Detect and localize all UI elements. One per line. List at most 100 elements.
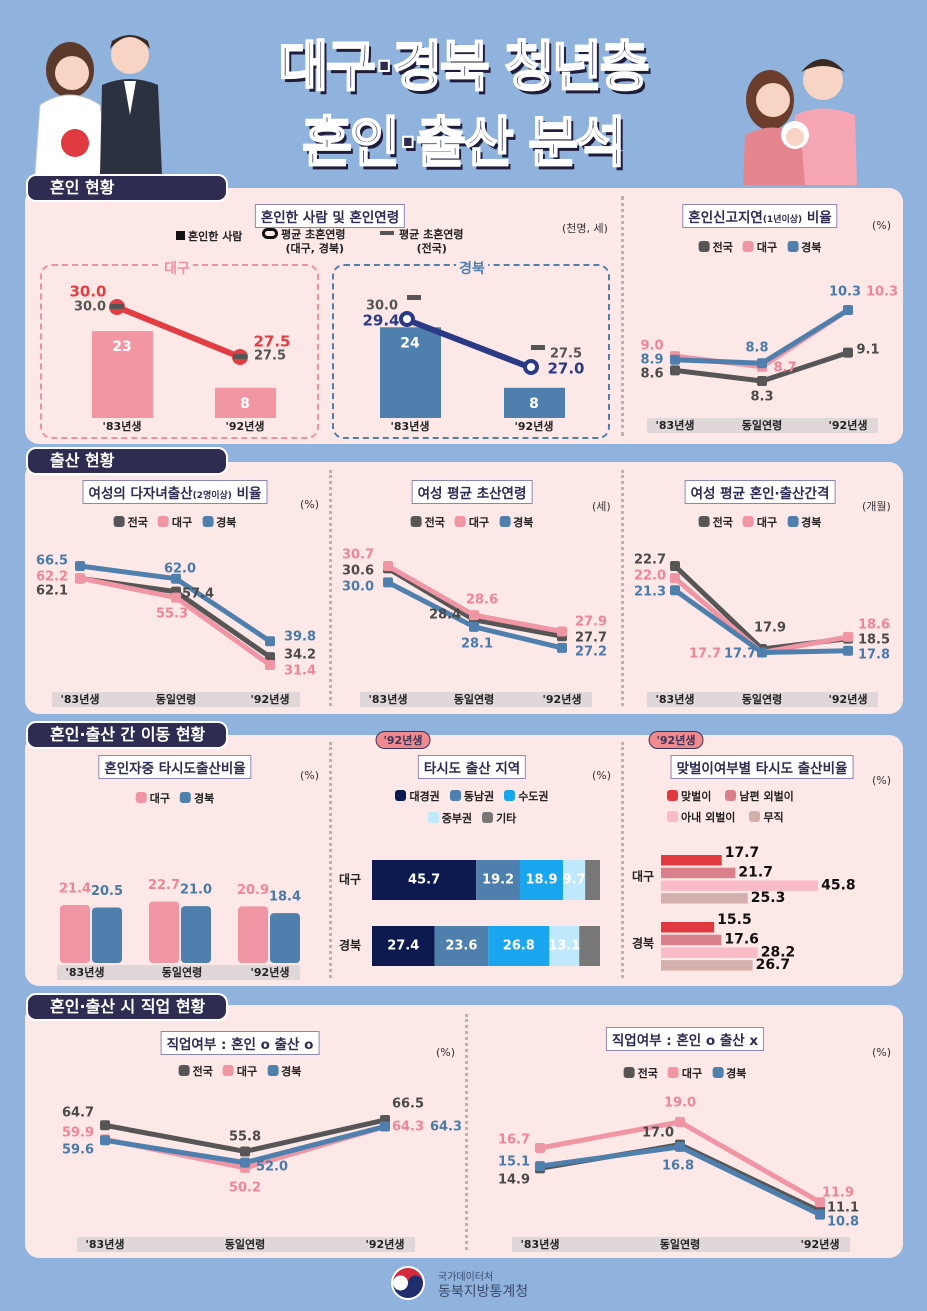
data-label: 27.2 [575,645,607,660]
bar [661,960,753,971]
chart-title: 여성의 다자녀출산(2명이상) 비율 [82,480,268,504]
x-tick-label: '83년생 [369,692,408,706]
legend-item: 경북 [267,1063,301,1079]
data-label: 13.1 [548,939,580,954]
legend-label: 대구 [681,1067,703,1080]
legend-swatch [395,790,407,801]
bar [661,880,819,891]
legend-label: 경북 [194,792,215,805]
data-label: 17.7 [725,845,760,861]
data-label: 64.3 [392,1120,424,1135]
data-label: 22.7 [634,553,666,568]
data-point [523,359,539,375]
data-label: 27.5 [550,347,582,362]
national-marker [233,354,247,359]
unit-label: (%) [300,498,320,511]
legend-item: 경북 [787,514,821,530]
data-label: 19.2 [482,873,514,888]
data-label: 8.8 [745,341,768,356]
x-axis-band [512,1237,850,1252]
legend-swatch [135,792,147,803]
legend-item: 중부권 [427,810,472,826]
bar [238,906,268,963]
legend-swatch [113,516,125,527]
data-point [675,1117,685,1127]
legend-line: 평균 초혼연령 (대구, 경북) [262,228,346,256]
x-tick-label: 동일연령 [454,692,494,706]
legend-swatch [202,516,214,527]
bar-segment-기타 [579,926,600,966]
bar-segment-중부권 [563,860,586,900]
data-label: 30.0 [366,299,398,314]
bar-segment-중부권 [549,926,580,966]
data-label: 17.6 [724,932,759,948]
data-label: 17.7 [724,647,756,662]
chart-title: 여성 평균 혼인·출산간격 [684,480,836,504]
bar-segment-대경권 [372,860,477,900]
data-point [75,561,85,571]
data-label: 66.5 [36,554,68,569]
x-tick-label: '92년생 [226,419,265,433]
data-label: 26.8 [503,939,535,954]
unit-label: (%) [300,769,320,782]
unit-label: (%) [872,774,892,787]
bar [92,907,122,963]
data-label: 9.0 [640,339,663,354]
data-point [265,652,275,663]
data-label: 17.8 [858,648,890,663]
data-label: 62.0 [164,562,196,577]
data-label: 30.7 [342,548,374,563]
x-tick-label: '92년생 [366,1237,405,1251]
unit-label: (%) [872,1046,892,1059]
bar [504,387,565,418]
data-label: 16.8 [662,1159,694,1174]
legend-swatch [454,516,466,527]
data-label: 29.4 [362,312,399,330]
legend-item: 대구 [454,514,489,530]
bar [661,893,748,904]
legend-item: 대구 [667,1065,703,1081]
legend: 전국 대구 경북 [698,514,821,530]
legend-label: 수도권 [518,790,549,803]
data-label: 31.4 [284,664,316,679]
legend-swatch [698,241,710,252]
data-point [670,585,680,596]
data-point [670,561,680,571]
legend-swatch [787,241,799,252]
legend-item: 수도권 [504,788,549,804]
legend-item: 전국 [410,514,445,530]
section-header-migration: 혼인·출산 간 이동 현황 [26,721,228,749]
data-label: 16.7 [498,1133,530,1148]
data-label: 8.9 [640,353,663,368]
legend-item: 대구 [742,239,777,255]
data-label: 21.7 [738,865,773,881]
data-point [557,626,567,637]
legend-label: 대구 [756,516,778,529]
x-axis-band [52,692,300,707]
x-tick-label: '83년생 [656,418,695,432]
data-label: 66.5 [392,1097,424,1112]
x-tick-label: 동일연령 [660,1237,700,1251]
x-tick-label: 동일연령 [742,692,782,706]
data-point [171,573,181,584]
data-label: 23.6 [445,939,477,954]
data-label: 30.0 [342,580,374,595]
bar-segment-기타 [585,860,600,900]
legend-item: 대구 [157,514,192,530]
bar [380,327,441,418]
x-tick-label: '83년생 [521,1237,560,1251]
legend-label: 전국 [637,1067,658,1080]
org-name: 동북지방통계청 [438,1284,529,1300]
legend-swatch [180,792,191,803]
data-label: 30.0 [74,300,106,315]
legend-label: 기타 [496,812,517,825]
unit-label: (천명, 세) [562,222,608,235]
national-marker [531,345,545,350]
legend-item: 남편 외벌이 [725,788,794,804]
x-tick-label: '83년생 [391,419,430,433]
data-label: 55.3 [156,607,188,622]
bar-segment-대경권 [372,926,435,966]
legend-swatch [667,790,678,801]
legend-swatch [267,1065,279,1076]
